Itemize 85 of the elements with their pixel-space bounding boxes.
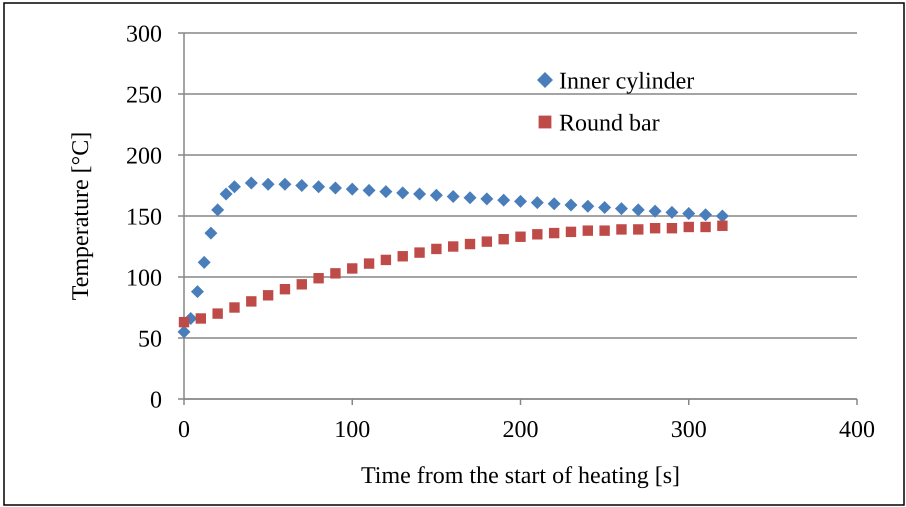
point — [566, 226, 576, 238]
point — [650, 223, 660, 234]
point — [396, 186, 410, 200]
y-tick-label: 100 — [126, 265, 162, 292]
point — [212, 308, 223, 319]
point — [548, 228, 560, 238]
x-axis-title: Time from the start of heating [s] — [360, 463, 680, 489]
x-tick-label: 100 — [334, 417, 370, 443]
point — [446, 190, 460, 203]
point — [599, 225, 610, 236]
point — [514, 194, 527, 208]
point — [379, 185, 392, 198]
point — [614, 202, 628, 216]
point — [262, 178, 275, 191]
point — [198, 256, 211, 269]
point — [497, 194, 510, 207]
point — [211, 203, 224, 216]
point — [178, 316, 190, 328]
point — [330, 268, 341, 279]
point — [364, 258, 374, 269]
point — [178, 325, 190, 338]
point — [530, 196, 544, 210]
point — [296, 279, 307, 290]
point — [414, 247, 425, 258]
point — [328, 181, 342, 194]
point — [482, 236, 492, 247]
y-tick-label: 250 — [126, 82, 162, 108]
point — [313, 273, 324, 284]
point — [716, 210, 729, 222]
point — [582, 225, 593, 236]
y-axis-title: Temperature [°C] — [68, 132, 94, 300]
point — [581, 200, 594, 213]
point — [665, 206, 678, 219]
point — [632, 203, 645, 216]
point — [431, 244, 442, 254]
y-tick-label: 300 — [126, 21, 162, 48]
y-tick-label: 200 — [126, 143, 162, 170]
point — [616, 224, 627, 235]
point — [413, 188, 426, 201]
point — [278, 178, 292, 191]
x-tick-label: 400 — [839, 417, 875, 443]
point — [498, 234, 509, 244]
legend-label: Inner cylinder — [559, 68, 694, 94]
point — [362, 184, 376, 197]
point — [480, 192, 494, 206]
point — [464, 238, 476, 250]
point — [633, 224, 644, 235]
point — [430, 188, 443, 202]
point — [346, 182, 359, 196]
point — [548, 197, 561, 210]
point — [380, 254, 392, 266]
point — [229, 302, 240, 313]
point — [244, 176, 258, 190]
point — [220, 188, 233, 201]
point — [262, 290, 274, 300]
point — [648, 204, 662, 218]
point — [532, 229, 543, 240]
point — [190, 285, 204, 298]
point — [312, 180, 326, 194]
point — [196, 313, 206, 324]
point — [598, 200, 612, 214]
point — [246, 296, 256, 307]
point — [448, 241, 458, 252]
point — [295, 179, 308, 192]
point — [666, 223, 678, 234]
y-tick-label: 0 — [150, 387, 162, 414]
x-tick-label: 300 — [670, 417, 707, 443]
x-tick-label: 200 — [502, 417, 538, 443]
point — [564, 198, 578, 212]
point — [684, 222, 694, 232]
point — [700, 222, 711, 232]
point — [682, 207, 696, 220]
point — [347, 263, 358, 274]
point — [464, 191, 477, 204]
y-tick-label: 150 — [126, 204, 162, 230]
point — [515, 232, 526, 242]
legend-label: Round bar — [559, 110, 660, 136]
point — [228, 180, 241, 194]
point — [280, 284, 290, 294]
x-tick-label: 0 — [178, 417, 190, 443]
point — [717, 220, 728, 231]
y-tick-label: 50 — [138, 326, 162, 352]
point — [204, 226, 218, 240]
point — [398, 251, 408, 262]
point — [699, 208, 712, 222]
